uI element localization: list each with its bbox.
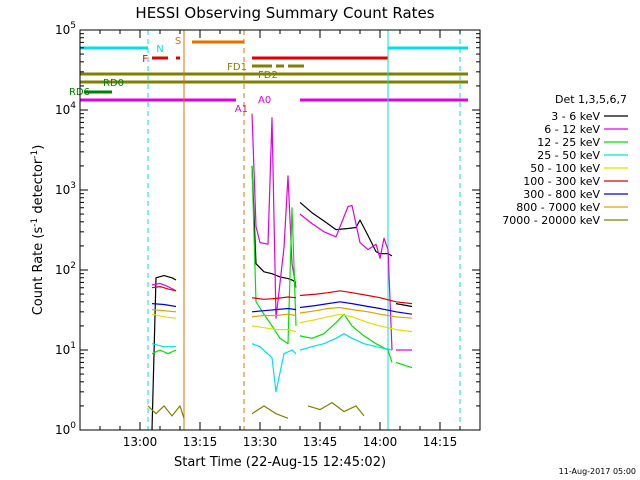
series-line-7-0 (151, 309, 177, 313)
vertical-markers-group (147, 30, 461, 430)
x-tick-label-2: 13:30 (243, 435, 278, 449)
x-axis-label: Start Time (22-Aug-15 12:45:02) (174, 455, 386, 470)
series-line-4-0 (151, 313, 177, 319)
series-line-5-0 (151, 286, 177, 292)
series-line-0-1 (251, 165, 297, 283)
legend-label-4: 50 - 100 keV (530, 162, 600, 175)
y-tick-base-1: 10 (55, 343, 70, 357)
legend-label-1: 6 - 12 keV (544, 123, 600, 136)
series-line-4-1 (251, 325, 297, 333)
x-tick-label-3: 13:45 (303, 435, 338, 449)
series-line-8-0 (147, 405, 185, 419)
y-tick-exp-0: 0 (70, 421, 76, 431)
flag-label-s: S (175, 36, 181, 47)
series-line-1-2 (299, 204, 393, 351)
x-axis-ticks: 13:00 13:15 13:30 13:45 14:00 14:15 (99, 30, 461, 449)
series-line-1-1 (251, 113, 297, 319)
series-line-3-2 (299, 333, 393, 351)
series-line-0-0 (151, 275, 177, 431)
y-tick-exp-1: 1 (70, 341, 76, 351)
flag-label-a0: A0 (258, 95, 271, 106)
series-line-6-2 (299, 301, 413, 315)
y-tick-label-3: 103 (55, 181, 76, 197)
x-tick-label-4: 14:00 (363, 435, 398, 449)
series-line-2-0 (151, 349, 177, 355)
y-tick-base-0: 10 (55, 423, 70, 437)
series-line-7-1 (251, 313, 297, 318)
y-axis-label-mid: detector (31, 158, 46, 218)
y-tick-exp-4: 4 (70, 101, 76, 111)
legend-label-3: 25 - 50 keV (537, 149, 600, 162)
y-axis-label-main: Count Rate (s (31, 227, 46, 316)
y-tick-label-4: 104 (55, 101, 76, 117)
y-axis-label-sup2: -1 (30, 150, 40, 159)
flag-label-fd1: FD1 (227, 62, 247, 73)
flag-bars-group: N S F FD1 FD2 RD0 RD6 A0 A1 (69, 36, 468, 115)
y-tick-label-5: 105 (55, 21, 76, 37)
legend-label-5: 100 - 300 keV (523, 175, 600, 188)
y-tick-base-3: 10 (55, 183, 70, 197)
series-line-3-1 (251, 343, 297, 393)
series-line-1-0 (151, 282, 177, 292)
y-axis-label: Count Rate (s-1 detector-1) (30, 145, 46, 316)
y-tick-base-5: 10 (55, 23, 70, 37)
x-tick-label-1: 13:15 (183, 435, 218, 449)
series-group (147, 113, 413, 431)
y-tick-exp-2: 2 (70, 261, 76, 271)
y-axis-label-end: ) (31, 145, 46, 150)
y-tick-base-2: 10 (55, 263, 70, 277)
series-line-2-1 (251, 165, 297, 345)
series-line-3-0 (151, 343, 176, 348)
y-axis-label-sup: -1 (30, 218, 40, 227)
flag-label-n: N (156, 44, 163, 55)
y-tick-label-0: 100 (55, 421, 76, 437)
legend-label-0: 3 - 6 keV (551, 110, 600, 123)
legend-title: Det 1,3,5,6,7 (555, 93, 627, 106)
flag-label-f: F (142, 54, 148, 65)
series-line-6-1 (251, 307, 297, 313)
series-line-6-0 (151, 303, 177, 308)
chart-title: HESSI Observing Summary Count Rates (135, 4, 434, 22)
series-line-8-1 (251, 405, 289, 419)
legend-label-8: 7000 - 20000 keV (502, 214, 600, 227)
flag-label-a1: A1 (235, 104, 248, 115)
y-tick-exp-5: 5 (70, 21, 76, 31)
legend-label-6: 300 - 800 keV (523, 188, 600, 201)
series-line-4-2 (299, 313, 413, 333)
flag-label-fd2: FD2 (258, 70, 278, 81)
footer-date: 11-Aug-2017 05:00 (559, 467, 636, 476)
flag-label-rd0: RD0 (103, 78, 124, 89)
series-line-8-2 (307, 402, 365, 417)
series-line-7-2 (299, 306, 413, 319)
x-tick-label-0: 13:00 (123, 435, 158, 449)
series-line-2-3 (395, 361, 413, 369)
y-tick-label-1: 101 (55, 341, 76, 357)
y-tick-exp-3: 3 (70, 181, 76, 191)
series-line-5-2 (299, 290, 413, 305)
y-tick-label-2: 102 (55, 261, 76, 277)
x-tick-label-5: 14:15 (423, 435, 458, 449)
legend-label-7: 800 - 7000 keV (516, 201, 600, 214)
y-tick-base-4: 10 (55, 103, 70, 117)
flag-label-rd6: RD6 (69, 87, 90, 98)
series-line-2-2 (299, 313, 393, 363)
legend-label-2: 12 - 25 keV (537, 136, 600, 149)
series-line-0-3 (395, 303, 413, 308)
series-line-5-1 (251, 296, 297, 300)
